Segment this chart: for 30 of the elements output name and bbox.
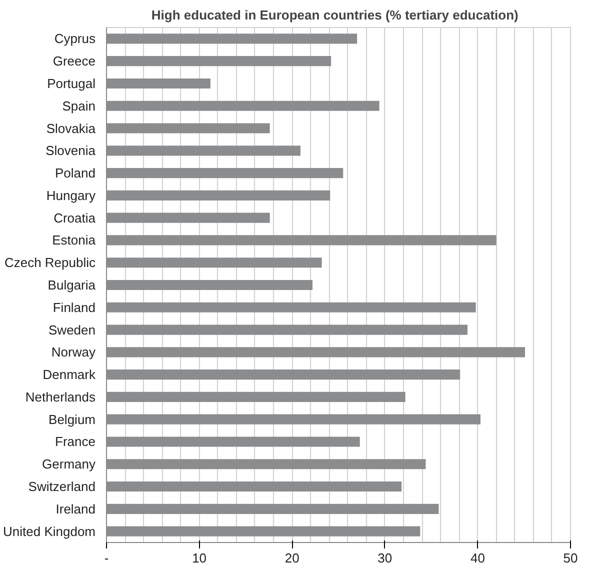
y-tick-label: Slovakia [46,120,96,136]
y-tick-label: Switzerland [28,479,96,494]
y-tick-label: France [55,434,96,450]
y-tick-label: Czech Republic [4,255,96,270]
y-tick-label: Finland [52,300,96,315]
y-tick-label: Estonia [52,232,96,248]
y-tick-label: Portugal [47,76,96,91]
y-tick-label: Ireland [56,501,96,516]
y-tick-label: Slovenia [46,143,96,158]
y-tick-label: Hungary [46,188,96,203]
y-tick-label: Cyprus [54,31,96,46]
y-tick-label: United Kingdom [3,524,96,539]
y-tick-label: Germany [42,456,96,472]
x-tick-label: 40 [470,550,485,566]
y-tick-label: Bulgaria [48,278,96,292]
x-tick-label: - [104,550,109,566]
x-tick-label: 50 [563,550,578,566]
y-tick-label: Greece [52,54,96,69]
y-tick-label: Sweden [48,322,96,338]
chart-title: High educated in European countries (% tertiary education) [151,8,518,22]
x-tick-label: 20 [284,550,300,566]
y-tick-label: Belgium [48,412,96,427]
y-tick-label: Netherlands [25,389,96,404]
y-tick-label: Croatia [54,210,96,226]
x-tick-label: 10 [192,550,207,566]
y-tick-label: Spain [62,98,96,114]
y-tick-label: Norway [51,344,96,360]
y-tick-label: Poland [55,166,96,181]
y-tick-label: Denmark [42,367,96,382]
x-tick-label: 30 [378,550,392,566]
